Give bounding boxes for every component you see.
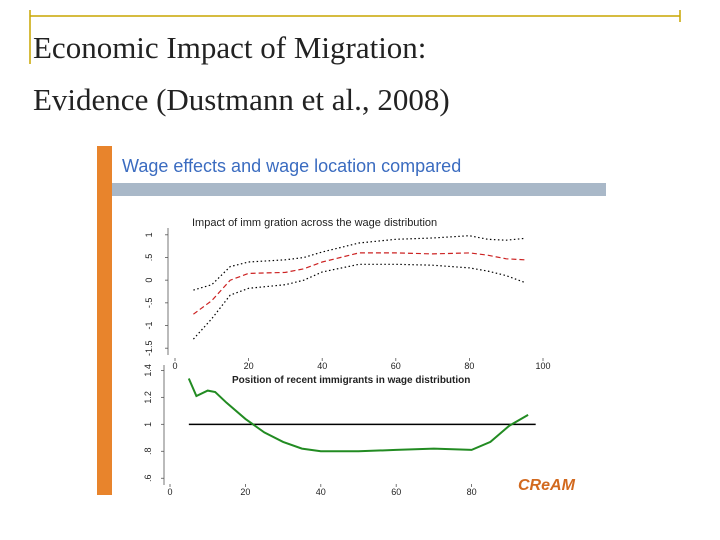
x-tick-label: 80 [464, 361, 474, 371]
section-title: Wage effects and wage location compared [122, 156, 461, 176]
x-tick-label: 80 [467, 487, 477, 497]
x-tick-label: 100 [535, 361, 550, 371]
x-tick-label: 20 [244, 361, 254, 371]
data-line [187, 378, 529, 453]
logo: CReAM [518, 477, 576, 494]
x-tick-label: 40 [316, 487, 326, 497]
data-line [192, 263, 525, 340]
header-band [112, 183, 606, 196]
y-tick-label: 1 [144, 232, 154, 237]
y-tick-label: -.5 [144, 298, 154, 309]
y-tick-label: 1.2 [143, 391, 153, 404]
chart-title: Impact of imm gration across the wage di… [192, 217, 437, 229]
y-tick-label: 1.4 [143, 364, 153, 377]
y-tick-label: .6 [143, 475, 153, 483]
y-tick-label: -1.5 [144, 340, 154, 356]
x-tick-label: 20 [240, 487, 250, 497]
x-tick-label: 0 [167, 487, 172, 497]
y-tick-label: -1 [144, 322, 154, 330]
y-tick-label: 1 [143, 422, 153, 427]
y-tick-label: .5 [144, 254, 154, 262]
data-line [193, 252, 525, 315]
x-tick-label: 40 [317, 361, 327, 371]
chart-area [140, 208, 560, 498]
accent-bar [97, 146, 112, 495]
x-tick-label: 60 [391, 487, 401, 497]
x-tick-label: 0 [172, 361, 177, 371]
y-tick-label: 0 [144, 278, 154, 283]
slide-title: Economic Impact of Migration: [33, 30, 426, 65]
y-tick-label: .8 [143, 448, 153, 456]
x-axis-label: Position of recent immigrants in wage di… [232, 375, 470, 386]
slide-title: Evidence (Dustmann et al., 2008) [33, 82, 450, 117]
data-line [193, 235, 525, 291]
x-tick-label: 60 [391, 361, 401, 371]
